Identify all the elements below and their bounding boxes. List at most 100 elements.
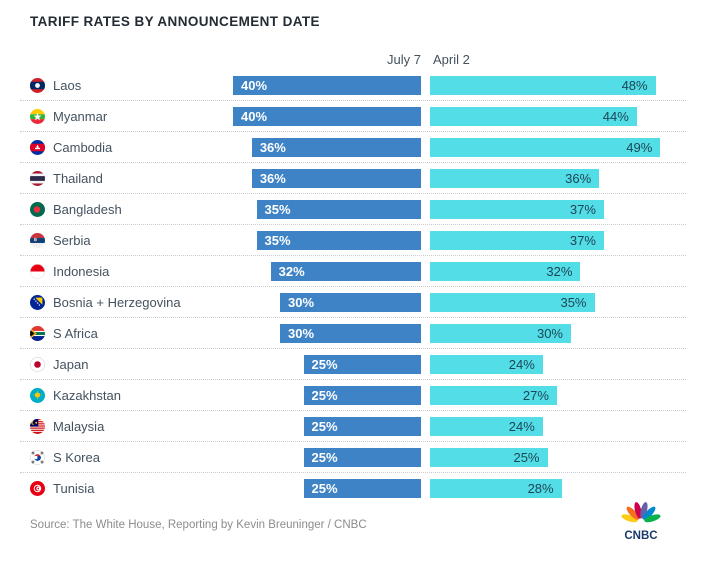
table-row: Laos 40% 48% [20,70,686,101]
july7-value: 35% [264,232,291,248]
table-row: Serbia 35% 37% [20,225,686,256]
july7-bar: 30% [280,323,421,343]
april2-bar-area: 36% [430,168,686,188]
april2-value: 36% [565,170,592,186]
country-label: Malaysia [53,418,105,434]
july7-bar: 40% [233,75,421,95]
country-label: S Korea [53,449,100,465]
july7-value: 35% [264,201,291,217]
country-label: Cambodia [53,139,113,155]
japan-flag-icon [30,356,45,372]
series-headers: July 7 April 2 [20,50,686,67]
table-row: Indonesia 32% 32% [20,256,686,287]
april2-bar-area: 28% [430,479,686,498]
table-row: Thailand 36% 36% [20,163,686,194]
s-korea-flag-icon [30,449,45,465]
july7-bar-area: 40% [233,106,421,126]
country-label: Thailand [53,170,103,186]
tunisia-flag-icon [30,481,45,496]
table-row: Malaysia 25% 24% [20,411,686,442]
july7-value: 36% [259,170,286,186]
july7-bar: 36% [251,137,421,157]
april2-bar: 24% [430,416,543,436]
april2-bar: 27% [430,385,557,405]
table-row: Myanmar 40% 44% [20,101,686,132]
s-africa-flag-icon [30,325,45,341]
april2-bar-area: 32% [430,261,686,281]
country-label: Kazakhstan [53,387,121,403]
july7-value: 25% [311,481,338,496]
malaysia-flag-icon [30,418,45,434]
april2-value: 25% [513,449,540,465]
july7-bar-area: 36% [233,168,421,188]
july7-bar-area: 25% [233,416,421,436]
april2-bar-area: 44% [430,106,686,126]
thailand-flag-icon [30,170,45,186]
april2-value: 24% [508,418,535,434]
country-label: Japan [53,356,89,372]
april2-value: 35% [560,294,587,310]
july7-value: 25% [311,418,338,434]
july7-bar-area: 35% [233,230,421,250]
cnbc-wordmark: CNBC [624,530,657,542]
country-label: Indonesia [53,263,110,279]
july7-bar-area: 40% [233,75,421,95]
april2-value: 30% [536,325,563,341]
july7-bar: 32% [270,261,421,281]
bangladesh-flag-icon [30,201,45,217]
april2-bar-area: 24% [430,416,686,436]
cnbc-logo: CNBC [619,500,663,549]
april2-bar: 49% [430,137,661,157]
april2-value: 37% [569,232,596,248]
chart-rows: Laos 40% 48% Myanmar 40% 44% Cambodia 36… [20,70,686,504]
bosnia-herzegovina-flag-icon [30,294,45,310]
july7-bar: 35% [256,199,421,219]
april2-bar: 37% [430,230,604,250]
april2-bar-area: 27% [430,385,686,405]
source-note: Source: The White House, Reporting by Ke… [30,518,367,531]
table-row: Tunisia 25% 28% [20,473,686,504]
july7-value: 25% [311,387,338,403]
july7-value: 30% [288,294,315,310]
april2-bar: 37% [430,199,604,219]
july7-value: 40% [241,108,268,124]
table-row: Bangladesh 35% 37% [20,194,686,225]
april2-bar-area: 24% [430,354,686,374]
table-row: S Africa 30% 30% [20,318,686,349]
april2-bar-area: 30% [430,323,686,343]
april2-bar-area: 25% [430,447,686,467]
april2-bar-area: 37% [430,199,686,219]
april2-bar: 44% [430,106,637,126]
july7-bar: 35% [256,230,421,250]
july7-bar: 36% [251,168,421,188]
april2-bar-area: 37% [430,230,686,250]
april2-bar: 36% [430,168,600,188]
july7-bar: 25% [303,354,421,374]
country-label: S Africa [53,325,98,341]
july7-bar-area: 25% [233,447,421,467]
july7-value: 32% [278,263,305,279]
april2-value: 28% [527,481,554,496]
july7-bar-area: 25% [233,479,421,498]
april2-bar: 48% [430,75,656,95]
july7-value: 30% [288,325,315,341]
april2-bar: 25% [430,447,548,467]
july7-bar: 40% [233,106,421,126]
table-row: S Korea 25% 25% [20,442,686,473]
indonesia-flag-icon [30,263,45,279]
kazakhstan-flag-icon [30,387,45,403]
country-label: Bangladesh [53,201,122,217]
chart-footer: Source: The White House, Reporting by Ke… [30,500,663,549]
april2-bar: 24% [430,354,543,374]
april2-value: 27% [522,387,549,403]
table-row: Japan 25% 24% [20,349,686,380]
country-label: Bosnia + Herzegovina [53,294,181,310]
chart-title: TARIFF RATES BY ANNOUNCEMENT DATE [30,14,320,29]
july7-bar-area: 32% [233,261,421,281]
april2-value: 44% [602,108,629,124]
july7-bar: 30% [280,292,421,312]
laos-flag-icon [30,77,45,93]
april2-bar-area: 49% [430,137,686,157]
country-label: Serbia [53,232,91,248]
